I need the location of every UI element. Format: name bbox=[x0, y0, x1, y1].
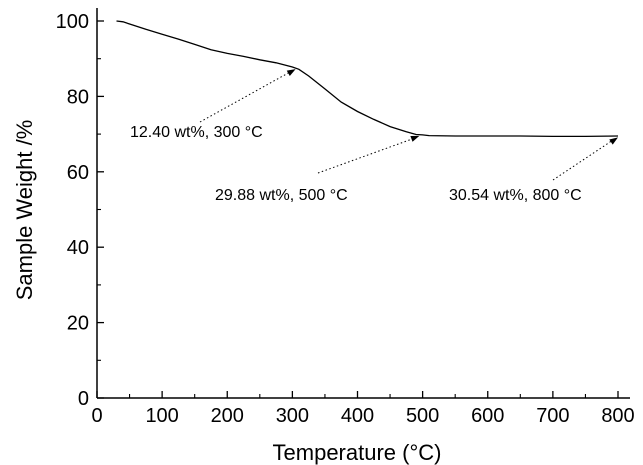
x-tick-label: 300 bbox=[276, 405, 309, 427]
annotation-arrowhead bbox=[609, 137, 618, 145]
annotation-arrowhead bbox=[410, 135, 420, 142]
x-tick-label: 400 bbox=[341, 405, 374, 427]
annotation-arrow-line bbox=[552, 138, 615, 181]
x-axis-title: Temperature (°C) bbox=[273, 440, 442, 465]
x-tick-label: 200 bbox=[211, 405, 244, 427]
x-tick-label: 700 bbox=[536, 405, 569, 427]
plot-area: 0 100 200 300 400 500 600 700 800 0 20 40 60 80 100 1… bbox=[56, 8, 635, 427]
annotation: 12.40 wt%, 300 °C bbox=[130, 69, 296, 141]
x-tick-label: 600 bbox=[471, 405, 504, 427]
y-tick-label: 20 bbox=[67, 313, 89, 335]
y-tick-label: 80 bbox=[67, 86, 89, 108]
x-tick-label: 0 bbox=[91, 405, 102, 427]
y-tick-label: 60 bbox=[67, 162, 89, 184]
x-tick-label: 100 bbox=[145, 405, 178, 427]
y-tick-label: 0 bbox=[78, 388, 89, 410]
series-line-sample-weight bbox=[116, 20, 619, 138]
annotation-arrow-line bbox=[317, 137, 416, 174]
y-tick-label: 100 bbox=[56, 11, 89, 33]
y-axis-title: Sample Weight /% bbox=[12, 120, 37, 301]
annotations: 12.40 wt%, 300 °C 29.88 wt%, 500 °C 30.54 … bbox=[130, 69, 618, 204]
annotation-arrow-line bbox=[199, 70, 292, 123]
annotation-label: 29.88 wt%, 500 °C bbox=[215, 187, 348, 204]
y-ticks: 0 20 40 60 80 100 bbox=[56, 11, 104, 410]
x-ticks: 0 100 200 300 400 500 600 700 800 bbox=[91, 391, 635, 427]
y-tick-label: 40 bbox=[67, 237, 89, 259]
x-tick-label: 800 bbox=[601, 405, 634, 427]
annotation-label: 30.54 wt%, 800 °C bbox=[449, 187, 582, 204]
annotation: 29.88 wt%, 500 °C bbox=[215, 135, 420, 204]
annotation-label: 12.40 wt%, 300 °C bbox=[130, 124, 263, 141]
annotation: 30.54 wt%, 800 °C bbox=[449, 137, 618, 204]
x-tick-label: 500 bbox=[406, 405, 439, 427]
annotation-arrowhead bbox=[286, 69, 296, 76]
